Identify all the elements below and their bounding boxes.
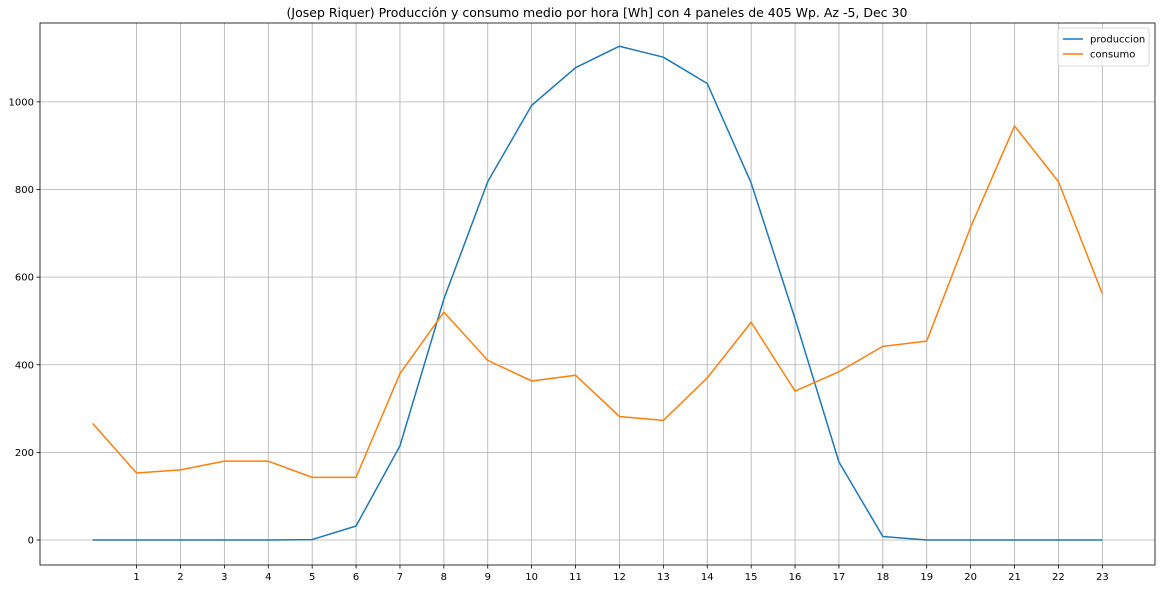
x-tick-label: 7 — [397, 572, 403, 583]
x-tick-label: 18 — [876, 572, 889, 583]
x-tick-label: 9 — [485, 572, 491, 583]
series-line-consumo — [92, 125, 1104, 479]
x-tick-label: 4 — [265, 572, 271, 583]
x-tick-label: 13 — [657, 572, 670, 583]
x-axis: 1 2 3 4 5 6 7 8 9 10 11 12 13 14 15 16 17 18 19 20 21 22 23 — [133, 565, 1109, 583]
y-tick-label: 1000 — [9, 97, 34, 108]
x-tick-label: 23 — [1096, 572, 1109, 583]
x-tick-label: 1 — [133, 572, 139, 583]
y-tick-label: 600 — [15, 273, 34, 284]
y-tick-label: 800 — [15, 185, 34, 196]
x-tick-label: 2 — [177, 572, 183, 583]
x-tick-label: 16 — [789, 572, 802, 583]
plot-frame — [39, 22, 1156, 566]
x-tick-label: 21 — [1008, 572, 1021, 583]
legend-label: produccion — [1090, 35, 1145, 46]
x-tick-label: 17 — [833, 572, 846, 583]
y-axis: 0 200 400 600 800 1000 — [9, 97, 40, 547]
x-tick-label: 22 — [1052, 572, 1065, 583]
grid — [40, 23, 1155, 565]
x-tick-label: 20 — [964, 572, 977, 583]
x-tick-label: 8 — [441, 572, 447, 583]
y-tick-label: 400 — [15, 360, 34, 371]
x-tick-label: 12 — [613, 572, 626, 583]
x-tick-label: 11 — [569, 572, 582, 583]
x-tick-label: 5 — [309, 572, 315, 583]
legend: produccion consumo — [1057, 27, 1150, 67]
x-tick-label: 10 — [525, 572, 538, 583]
x-tick-label: 3 — [221, 572, 227, 583]
legend-box — [1057, 27, 1150, 67]
x-tick-label: 6 — [353, 572, 359, 583]
series-line-produccion — [92, 45, 1103, 541]
y-tick-label: 200 — [15, 448, 34, 459]
x-tick-label: 15 — [745, 572, 758, 583]
legend-label: consumo — [1090, 50, 1135, 61]
x-tick-label: 14 — [701, 572, 714, 583]
series-layer — [92, 45, 1104, 541]
y-tick-label: 0 — [28, 536, 34, 547]
x-tick-label: 19 — [920, 572, 933, 583]
chart-title: (Josep Riquer) Producción y consumo medi… — [287, 5, 908, 20]
